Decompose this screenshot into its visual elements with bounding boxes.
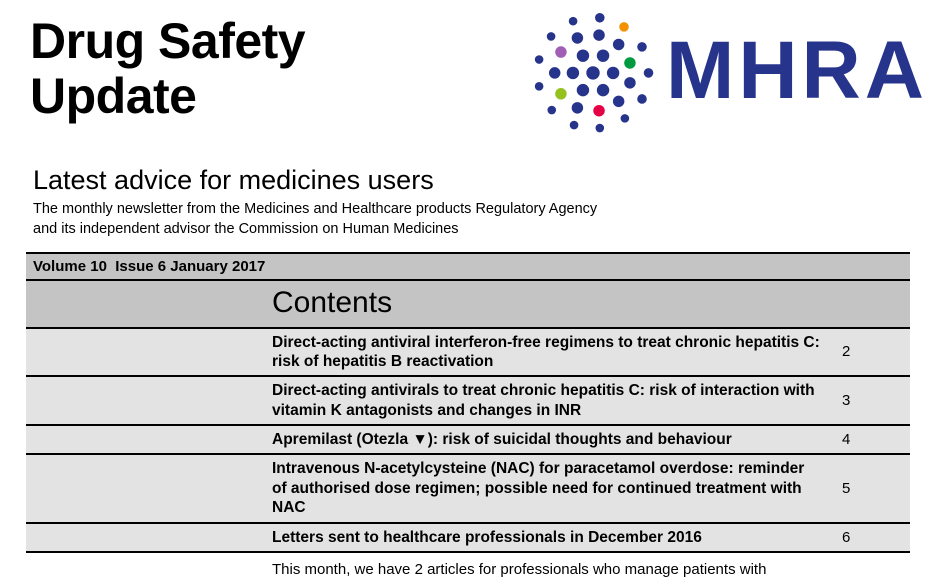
mhra-dots-icon (534, 12, 654, 133)
intro-paragraph: This month, we have 2 articles for profe… (272, 560, 767, 578)
newsletter-title: Drug Safety Update (30, 13, 306, 124)
contents-heading: Contents (272, 285, 393, 319)
mhra-wordmark: MHRA (666, 25, 928, 116)
toc-item-title: Direct-acting antiviral interferon-free … (272, 333, 820, 370)
volume-issue-bar: Volume 10 Issue 6 January 2017 (26, 253, 910, 281)
row-spacer (26, 524, 272, 551)
table-row: Intravenous N-acetylcysteine (NAC) for p… (26, 455, 910, 524)
toc-item-title: Direct-acting antivirals to treat chroni… (272, 382, 815, 419)
row-spacer (26, 426, 272, 453)
lede-block: Latest advice for medicines users The mo… (0, 164, 936, 240)
tagline: Latest advice for medicines users (33, 165, 434, 195)
contents-heading-bar: Contents (26, 280, 910, 329)
newsletter-description: The monthly newsletter from the Medicine… (33, 201, 598, 237)
table-row: Direct-acting antivirals to treat chroni… (26, 377, 910, 427)
toc-item-title: Letters sent to healthcare professionals… (272, 528, 702, 546)
toc-page-number: 2 (842, 343, 851, 361)
table-row: Direct-acting antiviral interferon-free … (26, 328, 910, 378)
contents-table: Volume 10 Issue 6 January 2017 Contents … (26, 251, 910, 553)
masthead: Drug Safety Update (0, 0, 936, 148)
row-spacer (26, 455, 272, 521)
toc-item-title: Intravenous N-acetylcysteine (NAC) for p… (272, 460, 805, 517)
row-spacer (26, 329, 272, 376)
table-row: Letters sent to healthcare professionals… (26, 523, 910, 553)
toc-page-number: 3 (842, 392, 851, 410)
toc-page-number: 5 (842, 479, 851, 497)
toc-page-number: 4 (842, 431, 851, 449)
toc-page-number: 6 (842, 528, 851, 546)
mhra-logo: MHRA (526, 4, 928, 138)
toc-item-title: Apremilast (Otezla ▼): risk of suicidal … (272, 431, 732, 449)
row-spacer (26, 377, 272, 424)
table-row: Apremilast (Otezla ▼): risk of suicidal … (26, 426, 910, 456)
volume-issue-text: Volume 10 Issue 6 January 2017 (33, 257, 266, 275)
